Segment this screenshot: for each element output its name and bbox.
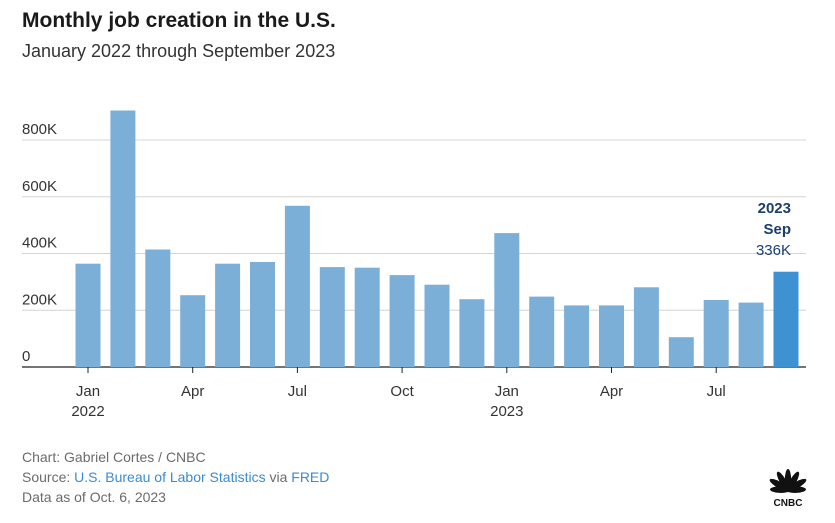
bar-chart: 0 200K 400K 600K 800K Jan 2022 Apr Jul Oct Jan 202… <box>22 110 806 420</box>
bar-jan-2022 <box>75 263 101 367</box>
bar-feb-2022 <box>110 110 136 367</box>
latest-value-callout: 2023 Sep 336K <box>756 200 791 259</box>
bar-nov-2022 <box>424 284 450 367</box>
y-tick-label: 0 <box>22 348 30 365</box>
cnbc-logo: CNBC <box>769 469 807 508</box>
bar-jun-2022 <box>250 262 275 367</box>
bar-may-2023 <box>633 287 659 367</box>
bar-jun-2023 <box>668 337 694 367</box>
source-link-bls[interactable]: U.S. Bureau of Labor Statistics <box>74 469 266 485</box>
bar-sep-2023 <box>773 271 799 367</box>
chart-footer: Chart: Gabriel Cortes / CNBC Source: U.S… <box>22 447 329 507</box>
source-line: Source: U.S. Bureau of Labor Statistics … <box>22 467 329 487</box>
x-axis-ticks: Jan 2022 Apr Jul Oct Jan 2023 Apr Jul <box>71 367 726 420</box>
bar-jul-2022 <box>284 205 310 367</box>
y-tick-label: 200K <box>22 291 57 308</box>
x-tick-label-month: Apr <box>600 383 623 400</box>
x-tick-label-month: Jan <box>76 383 100 400</box>
chart-title: Monthly job creation in the U.S. <box>22 9 336 32</box>
y-tick-label: 400K <box>22 235 57 252</box>
bar-mar-2023 <box>564 305 590 367</box>
x-tick-label-year: 2023 <box>490 403 523 420</box>
source-link-fred[interactable]: FRED <box>291 469 330 485</box>
bar-apr-2022 <box>180 295 206 367</box>
bar-aug-2022 <box>319 267 345 367</box>
x-tick-label-month: Jul <box>707 383 726 400</box>
bar-feb-2023 <box>529 296 555 367</box>
bar-dec-2022 <box>459 299 485 367</box>
chart-subtitle: January 2022 through September 2023 <box>22 41 336 61</box>
x-tick-label-month: Jul <box>288 383 307 400</box>
callout-year: 2023 <box>758 200 791 217</box>
x-tick-label-month: Oct <box>390 383 414 400</box>
y-tick-label: 600K <box>22 178 57 195</box>
bar-jul-2023 <box>703 300 729 367</box>
source-via: via <box>265 469 292 485</box>
chart-credit: Chart: Gabriel Cortes / CNBC <box>22 449 206 465</box>
bar-jan-2023 <box>494 233 520 367</box>
bar-mar-2022 <box>145 249 171 367</box>
source-prefix: Source: <box>22 469 75 485</box>
x-tick-label-year: 2022 <box>71 403 104 420</box>
bar-may-2022 <box>215 263 241 367</box>
callout-month: Sep <box>763 221 791 238</box>
bar-apr-2023 <box>599 305 624 367</box>
bar-sep-2022 <box>354 267 380 367</box>
y-axis-ticks: 0 200K 400K 600K 800K <box>22 121 57 365</box>
x-tick-label-month: Jan <box>495 383 519 400</box>
callout-value: 336K <box>756 242 791 259</box>
bar-oct-2022 <box>389 275 415 367</box>
cnbc-peacock-icon <box>769 469 807 493</box>
cnbc-wordmark: CNBC <box>774 498 803 508</box>
y-tick-label: 800K <box>22 121 57 138</box>
bar-aug-2023 <box>738 302 764 367</box>
x-tick-label-month: Apr <box>181 383 204 400</box>
data-date: Data as of Oct. 6, 2023 <box>22 489 166 505</box>
bars <box>75 110 799 367</box>
